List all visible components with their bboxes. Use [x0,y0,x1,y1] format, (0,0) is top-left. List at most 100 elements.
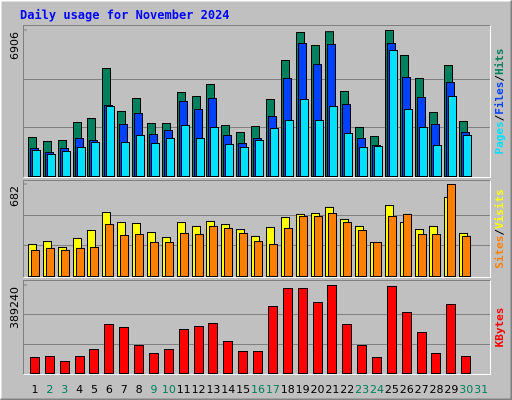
bar [314,215,323,277]
bar [166,138,175,177]
x-tick-label: 19 [296,383,310,396]
x-tick-label: 10 [162,383,176,396]
bar [328,213,337,277]
bar [134,344,144,374]
x-tick-label: 28 [429,383,443,396]
legend: KBytes [493,308,506,348]
legend-separator: / [493,114,506,121]
x-tick-label: 18 [281,383,295,396]
bar [446,303,456,375]
x-tick-label: 25 [385,383,399,396]
bar [225,143,234,178]
bar [164,349,174,375]
bar [181,125,190,177]
bar [373,242,382,277]
bar [60,361,70,374]
x-tick-label: 1 [32,383,39,396]
bar [194,325,204,374]
bar [403,213,412,278]
x-tick-label: 9 [150,383,157,396]
bar [404,109,413,177]
bar [121,142,130,178]
legend-separator: / [493,229,506,236]
bar [208,323,218,375]
legend-entry: Visits [493,189,506,229]
bar [447,184,456,277]
x-tick-label: 13 [206,383,220,396]
bar [238,350,248,374]
bar [433,145,442,177]
legend-entry: KBytes [493,308,506,348]
bar [268,305,278,374]
bar [285,119,294,177]
bar [75,356,85,375]
bar [135,234,144,277]
bar [240,146,249,177]
bar [432,234,441,277]
bar [327,285,337,374]
bar [315,119,324,177]
x-tick-label: 14 [221,383,235,396]
bar [254,241,263,277]
bar [32,149,41,177]
x-tick-label: 30 [459,383,473,396]
bar [179,328,189,375]
bar [45,356,55,375]
x-tick-label: 26 [400,383,414,396]
bar [298,287,308,374]
x-tick-label: 27 [415,383,429,396]
bar [357,344,367,374]
bar [374,146,383,177]
legend: Pages/Files/Hits [493,49,506,155]
legend: Sites/Visits [493,189,506,269]
x-tick-label: 23 [355,383,369,396]
bar [136,135,145,177]
bar [313,301,323,374]
x-tick-label: 20 [311,383,325,396]
bar [462,235,471,278]
bar [165,242,174,277]
bar [224,227,233,277]
bar [62,150,71,178]
panel-border-light [23,25,491,178]
bar [209,225,218,277]
x-tick-label: 29 [444,383,458,396]
bar [463,135,472,177]
x-tick-label: 15 [236,383,250,396]
chart-title: Daily usage for November 2024 [20,8,230,22]
bar [342,323,352,375]
legend-separator: / [493,75,506,82]
bar [195,234,204,277]
bar [239,232,248,277]
bar [300,99,309,177]
bar [106,106,115,177]
x-tick-label: 22 [340,383,354,396]
bar [77,146,86,177]
bar [120,234,129,277]
bar [119,326,129,375]
bar [419,126,428,178]
panel-border-light [23,280,491,375]
x-tick-label: 2 [46,383,53,396]
bar [149,352,159,375]
bar [358,230,367,277]
bar [90,246,99,278]
bar [344,132,353,177]
y-tick-label: 682 [8,186,21,207]
panel-border-dark [23,280,491,375]
bar [343,222,352,278]
bar [402,311,412,374]
bar [47,153,56,178]
legend-entry: Files [493,82,506,115]
bar [431,352,441,375]
bar [418,234,427,277]
bar [151,142,160,177]
bar [89,349,99,375]
panel-border-dark [23,180,491,278]
x-tick-label: 17 [266,383,280,396]
bar [270,128,279,177]
bar [180,232,189,277]
bar [30,356,40,374]
x-tick-label: 6 [106,383,113,396]
